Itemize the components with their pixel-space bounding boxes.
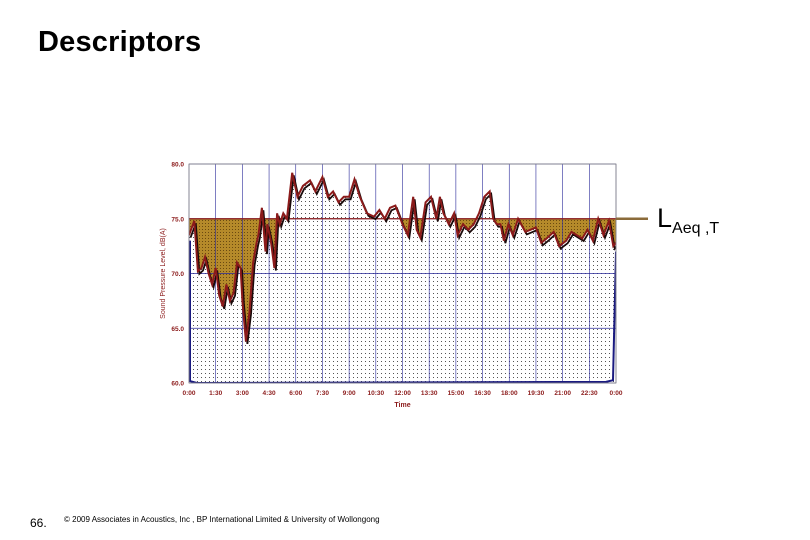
y-tick-label: 65.0 — [171, 326, 184, 333]
y-axis-label: Sound Pressure Level, dB(A) — [160, 228, 167, 319]
x-axis-label: Time — [394, 402, 410, 409]
x-tick-label: 18:00 — [501, 390, 518, 397]
copyright-notice: © 2009 Associates in Acoustics, Inc , BP… — [64, 515, 380, 524]
x-tick-label: 7:30 — [316, 390, 329, 397]
x-tick-label: 21:00 — [554, 390, 571, 397]
x-tick-label: 10:30 — [368, 390, 385, 397]
x-tick-label: 16:30 — [474, 390, 491, 397]
slide-number: 66. — [30, 516, 47, 530]
x-tick-label: 22:30 — [581, 390, 598, 397]
x-tick-label: 1:30 — [209, 390, 222, 397]
x-tick-label: 19:30 — [528, 390, 545, 397]
laeq-annotation: LAeq ,T — [657, 203, 720, 237]
series-shadow-line — [189, 175, 616, 345]
series-line — [189, 172, 616, 342]
x-tick-label: 13:30 — [421, 390, 438, 397]
laeq-subscript: Aeq ,T — [672, 220, 720, 237]
x-tick-label: 12:00 — [394, 390, 411, 397]
x-tick-label: 0:00 — [609, 390, 622, 397]
x-tick-label: 0:00 — [182, 390, 195, 397]
leq-deficit-fill — [189, 218, 616, 342]
x-tick-label: 9:00 — [343, 390, 356, 397]
x-tick-label: 15:00 — [448, 390, 465, 397]
slide-title: Descriptors — [38, 26, 202, 58]
baseline-curve — [189, 251, 616, 383]
y-tick-label: 80.0 — [171, 162, 184, 169]
y-tick-label: 60.0 — [171, 381, 184, 388]
laeq-main: L — [657, 203, 673, 233]
plot-frame — [188, 163, 617, 384]
y-tick-label: 70.0 — [171, 271, 184, 278]
y-tick-label: 75.0 — [171, 216, 184, 223]
x-tick-label: 4:30 — [263, 390, 276, 397]
x-tick-label: 3:00 — [236, 390, 249, 397]
x-tick-label: 6:00 — [289, 390, 302, 397]
